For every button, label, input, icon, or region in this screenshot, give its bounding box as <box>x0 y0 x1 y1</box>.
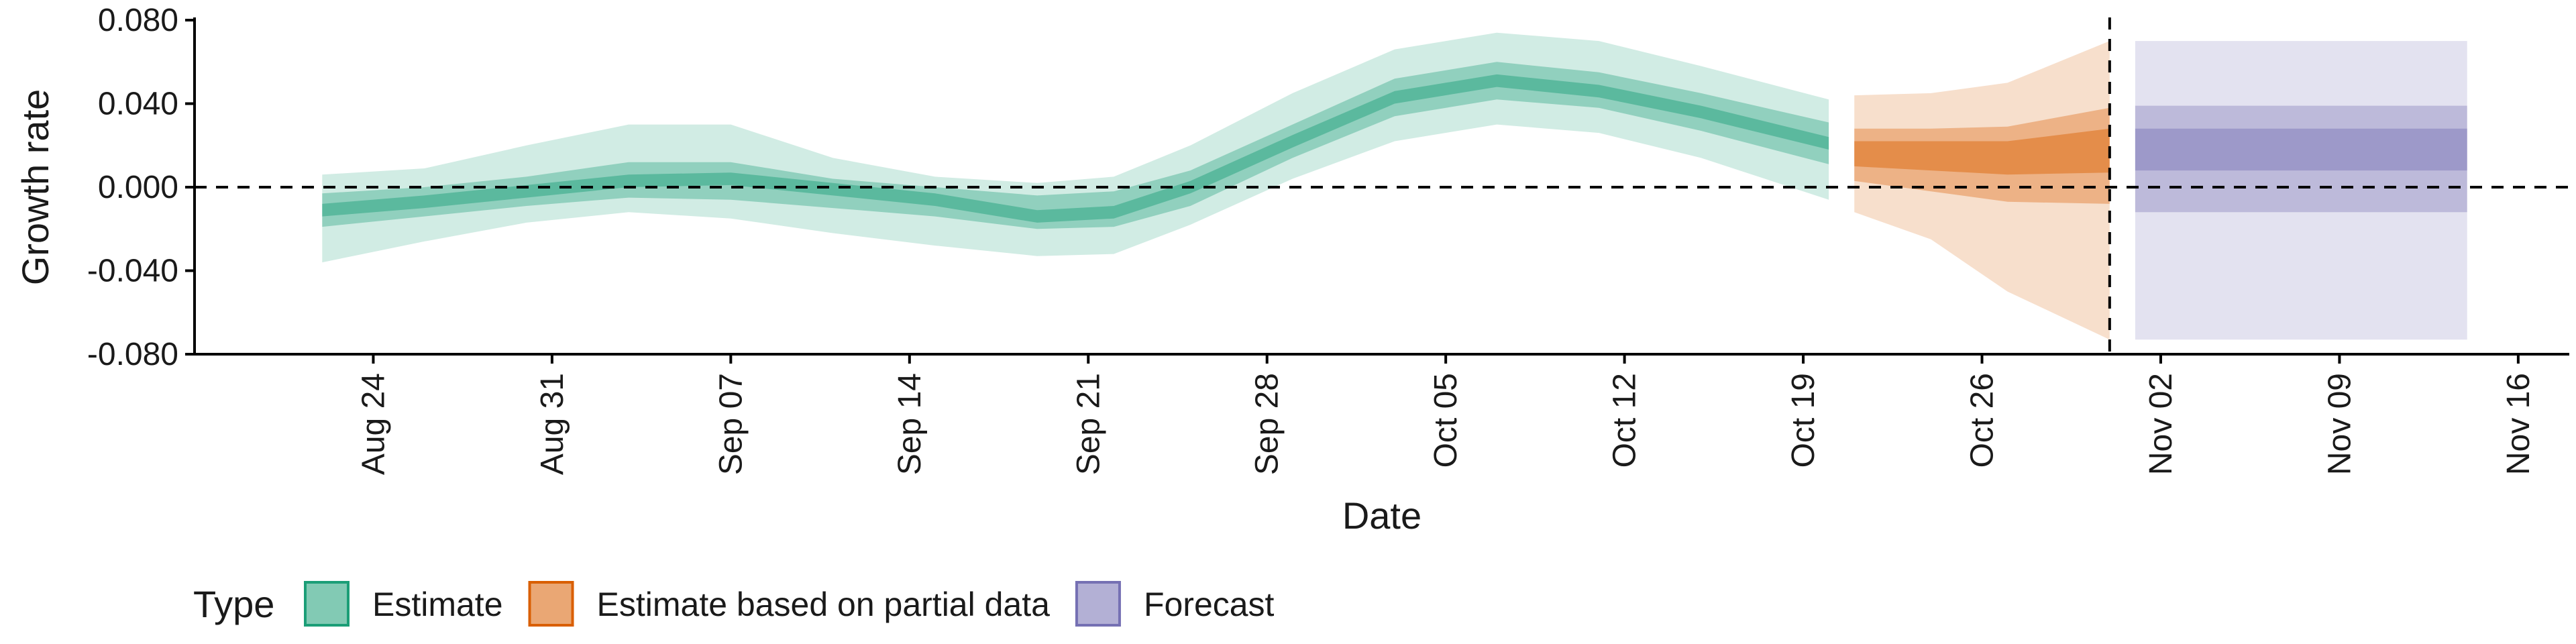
x-tick-label: Nov 02 <box>2143 373 2179 475</box>
estimate-based-on-partial-data-band-50 <box>1854 107 2110 204</box>
y-tick-label: 0.040 <box>98 87 178 122</box>
x-tick-label: Sep 21 <box>1071 373 1106 475</box>
legend: Type Estimate Estimate based on partial d… <box>193 581 1275 627</box>
x-tick-label: Nov 16 <box>2501 373 2536 475</box>
estimate-band-20 <box>322 74 1829 223</box>
y-axis-title: Growth rate <box>14 89 56 286</box>
estimate-based-on-partial-data-band-90 <box>1854 41 2110 340</box>
legend-swatch <box>304 581 350 627</box>
y-tick-label: -0.080 <box>87 337 178 372</box>
x-tick-label: Nov 09 <box>2322 373 2357 475</box>
forecast-band-50 <box>2135 105 2467 213</box>
x-tick-label: Oct 05 <box>1428 373 1464 468</box>
series-bands <box>322 32 2467 340</box>
y-tick-label: 0.000 <box>98 170 178 205</box>
axes: 0.080 0.040 0.000 -0.040 -0.080 Aug 24 Aug 31 S… <box>87 3 2569 475</box>
x-tick-label: Sep 28 <box>1250 373 1285 475</box>
legend-swatch <box>1075 581 1121 627</box>
legend-swatch <box>528 581 574 627</box>
legend-title: Type <box>193 583 274 625</box>
legend-label: Forecast <box>1144 586 1275 623</box>
legend-label: Estimate based on partial data <box>597 586 1051 623</box>
x-tick-label: Oct 19 <box>1786 373 1821 468</box>
x-tick-label: Sep 07 <box>713 373 749 475</box>
forecast-band-20 <box>2135 128 2467 171</box>
x-tick-label: Oct 12 <box>1607 373 1643 468</box>
y-tick-label: -0.040 <box>87 254 178 289</box>
forecast-band-90 <box>2135 41 2467 340</box>
x-axis-title: Date <box>1342 494 1421 537</box>
x-tick-label: Aug 31 <box>535 373 570 475</box>
x-tick-label: Sep 14 <box>892 373 928 475</box>
estimate-based-on-partial-data-band-20 <box>1854 128 2110 175</box>
reference-lines <box>195 17 2569 354</box>
estimate-band-90 <box>322 32 1829 263</box>
legend-label: Estimate <box>372 586 503 623</box>
x-tick-label: Oct 26 <box>1965 373 2000 468</box>
y-tick-label: 0.080 <box>98 3 178 38</box>
x-tick-label: Aug 24 <box>356 373 391 475</box>
